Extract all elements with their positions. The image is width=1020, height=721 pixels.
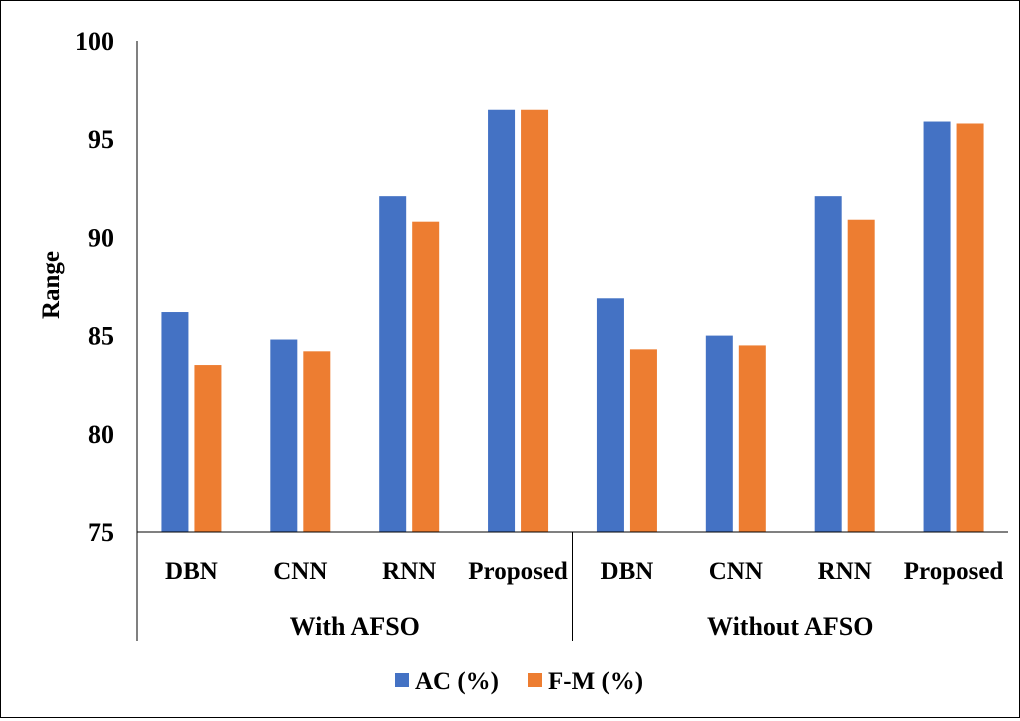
x-group-label: With AFSO	[290, 612, 420, 641]
y-tick-label: 85	[88, 322, 114, 351]
y-tick-label: 90	[88, 223, 114, 252]
x-category-label: CNN	[273, 558, 327, 585]
legend-swatch-fm	[528, 673, 542, 687]
bar-ac-5	[705, 335, 733, 532]
bar-ac-1	[270, 339, 298, 532]
bar-ac-6	[814, 196, 842, 532]
y-tick-label: 100	[75, 27, 114, 56]
bar-fm-1	[303, 351, 331, 532]
y-axis-label: Range	[38, 251, 65, 319]
y-tick-label: 80	[88, 420, 114, 449]
bars-layer	[161, 109, 984, 533]
x-category-label: RNN	[382, 558, 436, 585]
bar-fm-4	[629, 349, 657, 532]
x-category-label: DBN	[165, 558, 218, 585]
bar-ac-4	[596, 298, 624, 532]
x-category-label: Proposed	[904, 558, 1004, 585]
bar-ac-0	[161, 312, 189, 532]
y-tick-label: 75	[88, 518, 114, 547]
bar-fm-7	[956, 123, 984, 532]
legend: AC (%) F-M (%)	[395, 668, 643, 695]
labels-layer: 75 80 85 90 95 100 DBN CNN RNN Proposed DBN CNN RNN P…	[75, 27, 1003, 641]
x-category-label: Proposed	[468, 558, 568, 585]
axes-layer	[136, 41, 1008, 641]
x-group-label: Without AFSO	[707, 612, 873, 641]
y-tick-label: 95	[88, 125, 114, 154]
x-category-label: RNN	[818, 558, 872, 585]
x-category-label: DBN	[601, 558, 654, 585]
legend-swatch-ac	[395, 673, 409, 687]
bar-fm-6	[847, 219, 875, 532]
bar-fm-0	[194, 365, 222, 532]
x-category-label: CNN	[709, 558, 763, 585]
bar-ac-2	[379, 196, 407, 532]
bar-ac-7	[923, 121, 951, 533]
bar-fm-2	[412, 221, 440, 533]
bar-ac-3	[488, 109, 516, 533]
bar-fm-3	[521, 109, 549, 533]
bar-fm-5	[738, 345, 766, 532]
legend-label-ac: AC (%)	[415, 668, 499, 695]
legend-label-fm: F-M (%)	[548, 668, 643, 695]
